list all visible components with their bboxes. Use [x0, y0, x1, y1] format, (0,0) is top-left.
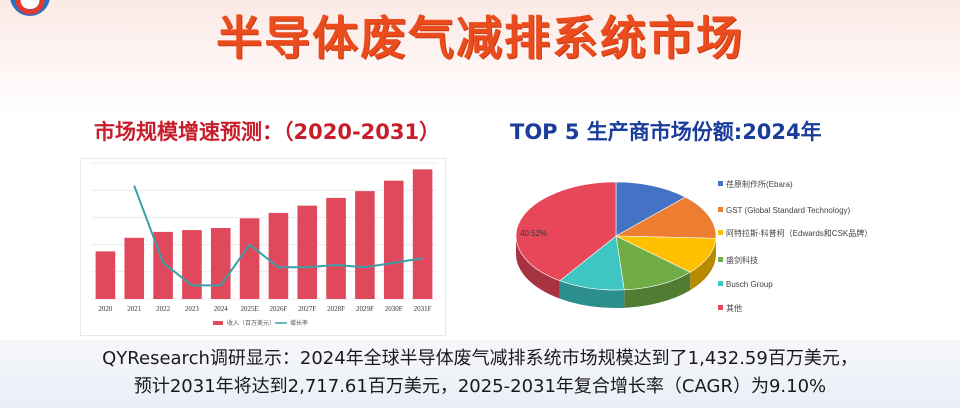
footer-band [0, 340, 960, 408]
pie-slice-side [624, 272, 691, 308]
pie-slice [515, 181, 617, 282]
revenue-bar [383, 180, 404, 299]
revenue-bar [239, 218, 260, 299]
revenue-bar [355, 191, 375, 299]
revenue-bar [210, 228, 231, 299]
pie-slice-side [690, 238, 716, 291]
x-tick-label: 2021 [127, 305, 142, 313]
revenue-growth-chart-svg: 2020 2021 2022 2023 2024 2025E 2026F 2027F 2028F… [91, 162, 437, 327]
pie-slice [615, 181, 686, 237]
pie-legend-label: GST (Global Standard Technology) [726, 206, 851, 215]
x-tick-label: 2028F [327, 305, 345, 313]
x-tick-label: 2031F [414, 305, 432, 313]
pie-legend-swatch [718, 305, 723, 310]
pie-legend-label: 其他 [726, 304, 742, 313]
market-share-chart: 40.52% 荏原制作所(Ebara) GST (Global Standard … [512, 168, 892, 323]
x-tick-label: 2027F [298, 305, 316, 313]
pie-legend-swatch [718, 207, 723, 212]
pie-legend-swatch [718, 230, 723, 235]
growth-rate-line [133, 185, 423, 287]
pie-legend-item: 荏原制作所(Ebara) [718, 179, 886, 190]
pie-legend-item: 阿特拉斯·科普柯（Edwards和CSK品牌） [718, 228, 886, 239]
x-tick-label: 2023 [185, 305, 200, 313]
x-tick-label: 2020 [98, 305, 113, 313]
pie-slice [559, 235, 625, 291]
pie-legend-swatch [718, 281, 723, 286]
bar-chart-subtitle: 市场规模增速预测：（2020-2031） [94, 120, 441, 144]
x-tick-label: 2022 [156, 305, 171, 313]
x-tick-label: 2030F [385, 305, 403, 313]
revenue-bar [297, 205, 318, 299]
company-logo-icon [10, 0, 50, 16]
pie-legend-item: GST (Global Standard Technology) [718, 205, 886, 216]
pie-slice-side [559, 280, 625, 308]
legend-growth-label: 增长率 [290, 319, 308, 327]
pie-legend-swatch [718, 257, 723, 262]
market-share-pie-svg: 40.52% [515, 181, 717, 308]
x-tick-label: 2025E [240, 305, 258, 313]
revenue-bar [268, 212, 289, 299]
revenue-bar [182, 230, 202, 299]
pie-legend-item: 盛剑科技 [718, 255, 886, 266]
pie-legend-label: 荏原制作所(Ebara) [726, 180, 793, 189]
legend-revenue-label: 收入（百万美元） [227, 319, 275, 327]
legend-revenue-swatch [213, 321, 223, 325]
pie-legend-label: 盛剑科技 [726, 256, 758, 265]
pie-slice [615, 235, 717, 273]
pie-legend-item: Busch Group [718, 279, 886, 290]
summary-line-2: 预计2031年将达到2,717.61百万美元，2025-2031年复合增长率（C… [133, 376, 827, 397]
summary-line-1: QYResearch调研显示：2024年全球半导体废气减排系统市场规模达到了1,… [102, 348, 858, 369]
x-tick-label: 2029F [356, 305, 374, 313]
x-tick-label: 2024 [214, 305, 229, 313]
revenue-growth-chart: 2020 2021 2022 2023 2024 2025E 2026F 2027F 2028F… [80, 158, 446, 336]
pie-slice [615, 235, 691, 291]
pie-slice-side [516, 236, 560, 299]
pie-data-label: 40.52% [520, 229, 547, 238]
revenue-bar [95, 251, 116, 299]
x-tick-label: 2026F [269, 305, 287, 313]
pie-legend-label: 阿特拉斯·科普柯（Edwards和CSK品牌） [726, 229, 873, 238]
pie-slice [614, 196, 717, 239]
pie-legend-item: 其他 [718, 303, 886, 314]
page-title: 半导体废气减排系统市场 [216, 11, 744, 65]
revenue-bar [124, 237, 145, 299]
revenue-bar [412, 169, 433, 299]
pie-legend-label: Busch Group [726, 280, 773, 289]
pie-chart-subtitle: TOP 5 生产商市场份额:2024年 [510, 120, 822, 144]
revenue-bar [326, 197, 346, 299]
pie-legend-swatch [718, 181, 723, 186]
